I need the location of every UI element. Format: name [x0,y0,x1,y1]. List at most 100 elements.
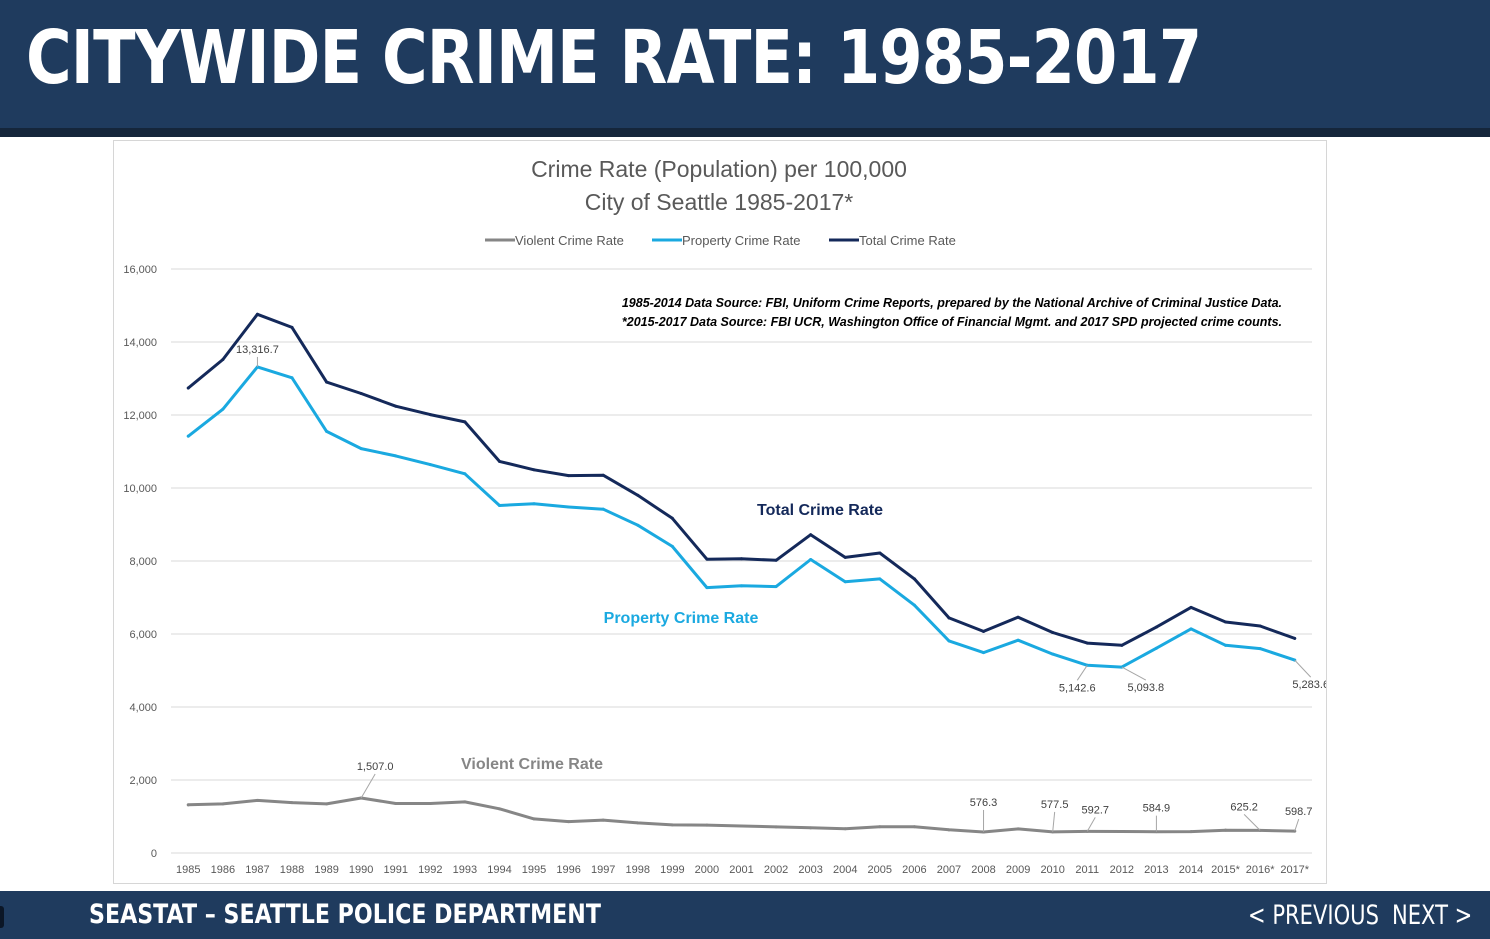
total-crime-callout: Total Crime Rate [757,502,883,519]
crime-rate-chart: Crime Rate (Population) per 100,000 City … [123,156,1326,876]
y-tick-label: 10,000 [123,483,157,495]
data-label: 577.5 [1041,799,1069,811]
violent-crime-rate-point [255,798,259,802]
x-tick-label: 1986 [211,864,235,876]
property-crime-rate-point [1016,638,1020,642]
violent-crime-rate-point [290,801,294,805]
property-crime-rate-point [670,544,674,548]
legend-item: Property Crime Rate [682,233,800,248]
total-crime-rate-point [636,493,640,497]
total-crime-rate-point [670,516,674,520]
x-tick-label: 2002 [764,864,788,876]
x-tick-label: 2000 [695,864,719,876]
property-crime-rate-point [394,454,398,458]
x-tick-label: 1988 [280,864,304,876]
data-label-leader [1294,659,1312,678]
violent-crime-rate-point [601,818,605,822]
total-crime-rate-point [601,473,605,477]
property-crime-callout: Property Crime Rate [604,610,759,627]
property-crime-rate-point [912,603,916,607]
y-tick-label: 0 [151,848,157,860]
property-crime-rate-point [221,407,225,411]
previous-button[interactable]: < PREVIOUS [1248,900,1379,931]
property-crime-rate-point [497,504,501,508]
violent-crime-rate-point [636,821,640,825]
property-crime-rate-point [1224,643,1228,647]
total-crime-rate-point [394,404,398,408]
chart-subtitle: City of Seattle 1985-2017* [585,189,854,215]
total-crime-rate-point [290,325,294,329]
property-crime-rate-point [532,502,536,506]
violent-crime-rate-point [774,825,778,829]
x-tick-label: 1996 [556,864,580,876]
violent-crime-rate-point [912,825,916,829]
property-crime-rate-point [290,376,294,380]
property-crime-rate-point [740,584,743,588]
property-crime-rate-point [843,580,847,584]
total-crime-rate-point [947,616,951,620]
x-tick-label: 1994 [487,864,511,876]
next-button[interactable]: NEXT > [1392,900,1473,931]
violent-crime-rate-point [1016,827,1020,831]
total-crime-rate-point [1293,636,1297,640]
total-crime-rate-point [1120,643,1124,647]
total-crime-rate-point [705,557,709,561]
x-tick-label: 2007 [937,864,961,876]
property-crime-rate-point [601,507,605,511]
property-crime-rate-point [325,429,329,433]
x-tick-label: 2006 [902,864,926,876]
total-crime-rate-point [809,533,813,537]
violent-crime-rate-point [1224,828,1228,832]
total-crime-rate-point [255,312,259,316]
violent-crime-rate-point [428,802,432,806]
violent-crime-callout: Violent Crime Rate [461,756,603,773]
x-tick-label: 1987 [245,864,269,876]
y-tick-label: 16,000 [123,264,157,276]
total-crime-rate-point [1154,625,1158,629]
x-tick-label: 2008 [971,864,995,876]
data-label: 5,093.8 [1127,682,1164,694]
violent-crime-rate-point [947,828,951,832]
page-title: CITYWIDE CRIME RATE: 1985-2017 [26,15,1202,101]
total-crime-rate-point [497,459,501,463]
data-label: 584.9 [1143,803,1171,815]
total-crime-rate-point [774,558,778,562]
property-crime-rate-point [567,505,571,509]
data-label-leader [1052,811,1056,832]
total-crime-rate-point [878,551,882,555]
data-label: 598.7 [1285,806,1313,818]
violent-crime-rate-point [809,826,813,830]
x-tick-label: 2012 [1110,864,1134,876]
total-crime-rate-point [1189,605,1193,609]
x-tick-label: 2001 [729,864,753,876]
property-crime-rate-point [982,651,986,655]
violent-crime-rate-point [670,823,674,827]
total-crime-rate-point [186,386,190,390]
x-tick-label: 2017* [1280,864,1309,876]
data-label-leader [1243,814,1261,831]
total-crime-rate-point [1224,620,1228,624]
violent-crime-rate-point [1120,829,1124,833]
total-crime-rate-point [463,420,467,424]
x-tick-label: 2009 [1006,864,1030,876]
property-crime-rate-point [186,434,190,438]
total-crime-rate-point [359,391,363,395]
property-crime-rate-point [636,523,640,527]
footer-title: SEASTAT – SEATTLE POLICE DEPARTMENT [89,899,601,930]
x-tick-label: 1992 [418,864,442,876]
x-tick-label: 1995 [522,864,546,876]
source-note-line1: 1985-2014 Data Source: FBI, Uniform Crim… [622,296,1282,310]
x-tick-label: 2011 [1075,864,1099,876]
x-tick-label: 1989 [314,864,338,876]
footer-edge-marker [0,906,4,928]
data-label: 576.3 [970,797,998,809]
property-crime-rate-point [809,558,813,562]
data-label: 1,507.0 [357,761,394,773]
total-crime-rate-point [982,629,986,633]
property-crime-rate-point [1154,646,1158,650]
property-crime-rate-point [705,586,709,590]
violent-crime-rate-point [186,803,190,807]
x-tick-label: 1990 [349,864,373,876]
source-note-line2: *2015-2017 Data Source: FBI UCR, Washing… [622,315,1282,329]
x-tick-label: 1998 [626,864,650,876]
